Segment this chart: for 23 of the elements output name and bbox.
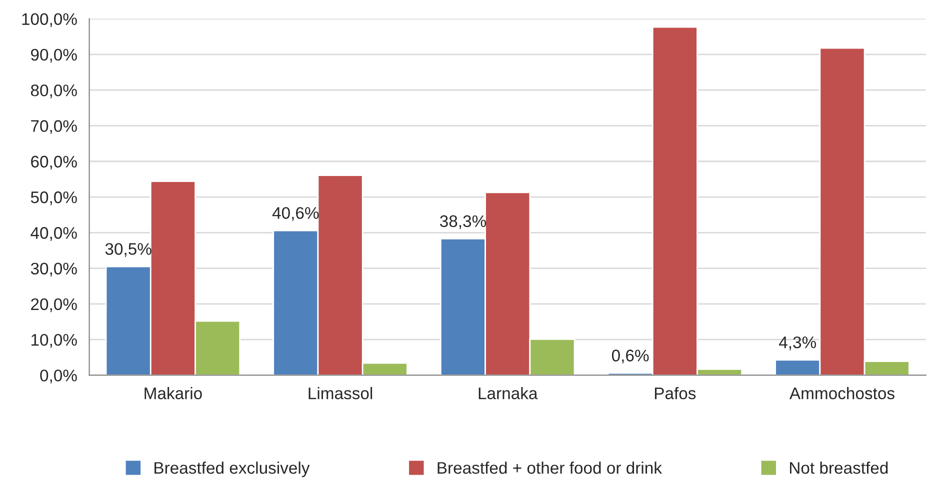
y-tick-label: 60,0% [31, 156, 77, 170]
y-tick-label: 90,0% [31, 48, 77, 63]
x-tick-label: Larnaka [478, 387, 538, 400]
x-tick-label: Pafos [654, 387, 696, 400]
x-tick-label: Makario [144, 387, 202, 400]
y-tick-label: 10,0% [32, 334, 77, 348]
data-label: 38,3% [440, 215, 486, 230]
legend-label: Breastfed + other food or drink [438, 462, 662, 474]
data-label: 30,5% [105, 243, 152, 257]
y-tick-label: 70,0% [31, 120, 77, 134]
data-label: 0,6% [612, 350, 649, 364]
y-tick-label: 30,0% [30, 262, 77, 276]
legend-label: Not breastfed [790, 462, 888, 474]
x-tick-label: Ammochostos [789, 387, 894, 400]
y-tick-label: 40,0% [30, 227, 77, 241]
data-label: 4,3% [779, 336, 816, 350]
y-tick-label: 50,0% [30, 191, 77, 206]
x-tick-label: Limassol [308, 387, 372, 400]
y-tick-label: 0,0% [40, 370, 77, 384]
y-tick-label: 20,0% [31, 298, 77, 312]
legend-label: Breastfed exclusively [154, 462, 310, 478]
y-tick-label: 100,0% [22, 13, 77, 27]
y-tick-label: 80,0% [30, 84, 77, 98]
